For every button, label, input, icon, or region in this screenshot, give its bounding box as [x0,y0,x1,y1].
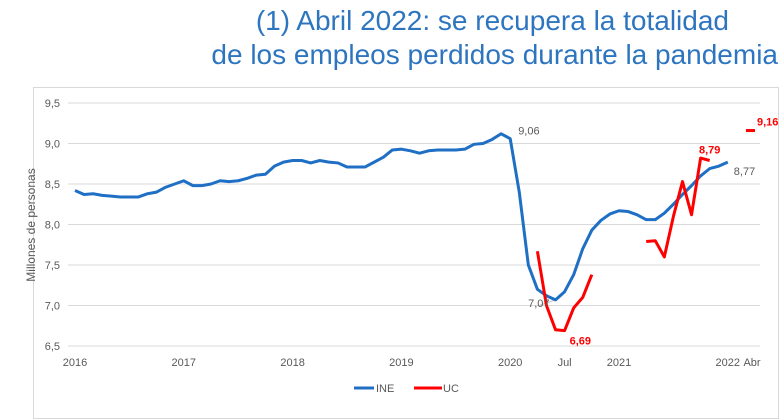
data-label: 8,77 [734,166,755,178]
data-label: 6,69 [570,336,591,348]
y-axis-label: Millones de personas [24,168,38,281]
series-line-uc [535,250,594,333]
x-tick-label: 2018 [280,357,304,369]
x-tick-label: 2021 [607,357,631,369]
y-tick-label: 9,5 [45,98,60,110]
y-tick-label: 9,0 [45,139,60,151]
x-tick-label: Jul [558,357,572,369]
series-line-ine [74,132,729,302]
series-line-uc [646,156,711,259]
legend-label-ine: INE [376,383,394,395]
y-tick-label: 8,5 [45,179,60,191]
data-label: 7,07 [528,298,549,310]
x-tick-label: 2019 [389,357,413,369]
y-tick-label: 8,0 [45,220,60,232]
data-label: 8,79 [699,145,720,157]
x-tick-label: 2016 [63,357,87,369]
chart-title-line2: de los empleos perdidos durante la pande… [211,39,778,70]
chart-title-line1: (1) Abril 2022: se recupera la totalidad [255,5,729,36]
x-tick-label: 2020 [498,357,522,369]
y-tick-label: 7,0 [45,301,60,313]
x-tick-label: Abr [743,357,760,369]
data-label: 9,06 [518,126,539,138]
x-tick-label: 2022 [716,357,740,369]
y-tick-label: 7,5 [45,260,60,272]
y-tick-label: 6,5 [45,341,60,353]
x-tick-label: 2017 [172,357,196,369]
data-label: 9,16 [757,117,778,129]
legend-label-uc: UC [443,383,459,395]
